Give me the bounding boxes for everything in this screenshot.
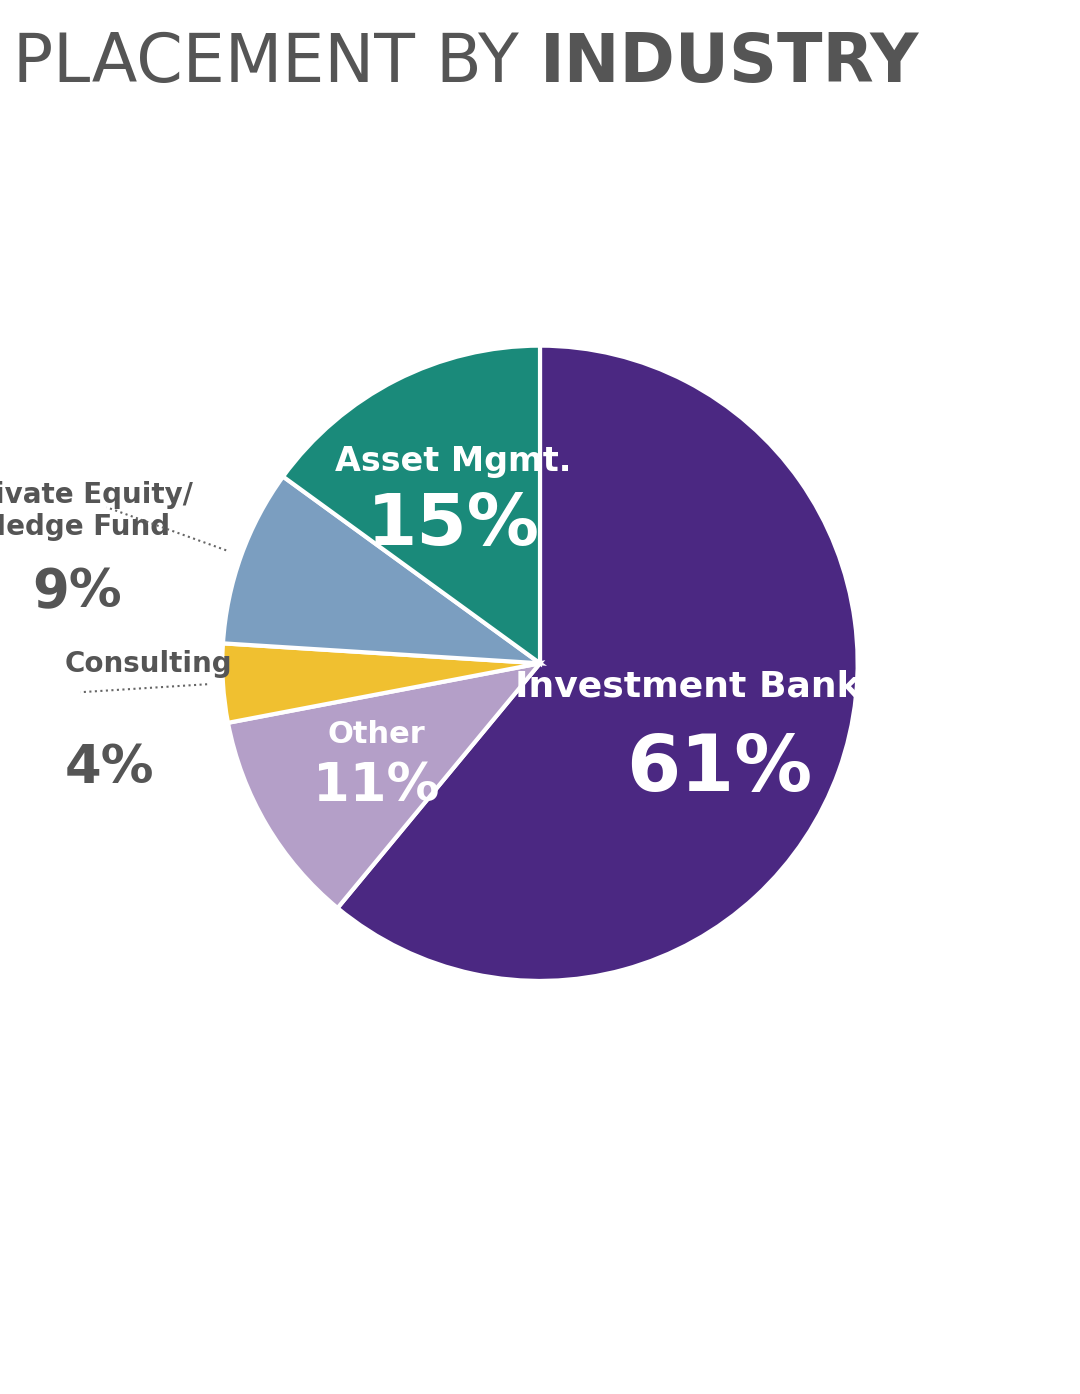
Text: 15%: 15% bbox=[367, 491, 540, 560]
Text: Consulting: Consulting bbox=[65, 651, 232, 679]
Wedge shape bbox=[338, 346, 858, 981]
Text: Asset Mgmt.: Asset Mgmt. bbox=[335, 445, 571, 478]
Text: 9%: 9% bbox=[32, 566, 122, 619]
Wedge shape bbox=[222, 477, 540, 664]
Wedge shape bbox=[222, 644, 540, 723]
Text: Private Equity/
Hedge Fund: Private Equity/ Hedge Fund bbox=[0, 481, 192, 541]
Text: Investment Banking: Investment Banking bbox=[514, 669, 924, 704]
Text: 61%: 61% bbox=[626, 730, 812, 807]
Text: 4%: 4% bbox=[65, 742, 154, 793]
Text: INDUSTRY: INDUSTRY bbox=[540, 29, 919, 96]
Wedge shape bbox=[228, 664, 540, 907]
Text: 11%: 11% bbox=[313, 760, 440, 811]
Wedge shape bbox=[283, 346, 540, 664]
Text: PLACEMENT BY: PLACEMENT BY bbox=[13, 29, 540, 96]
Text: Other: Other bbox=[327, 721, 424, 750]
